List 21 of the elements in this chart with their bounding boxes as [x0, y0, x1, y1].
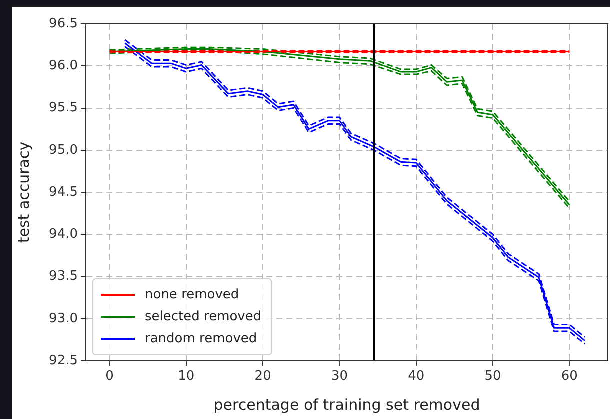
y-tick-label: 96.0 [49, 58, 78, 74]
x-tick-label: 50 [484, 369, 502, 384]
legend-label: none removed [145, 287, 240, 302]
legend-label: random removed [145, 331, 258, 346]
y-tick-label: 94.0 [49, 227, 78, 242]
y-axis-title: test accuracy [14, 142, 33, 244]
x-tick-label: 30 [331, 369, 348, 384]
y-tick-label: 95.5 [49, 100, 78, 116]
y-tick-label: 95.0 [49, 142, 78, 158]
x-tick-label: 10 [178, 369, 195, 384]
x-tick-label: 0 [106, 369, 114, 384]
x-tick-label: 60 [561, 369, 578, 384]
legend-label: selected removed [145, 309, 262, 324]
x-tick-label: 40 [408, 369, 425, 384]
y-tick-label: 92.5 [49, 353, 78, 368]
y-tick-label: 93.5 [49, 269, 78, 284]
y-tick-label: 94.5 [49, 184, 78, 200]
y-tick-label: 96.5 [49, 16, 78, 32]
y-tick-label: 93.0 [49, 311, 78, 326]
x-axis-title: percentage of training set removed [214, 396, 480, 414]
x-tick-label: 20 [254, 369, 272, 384]
